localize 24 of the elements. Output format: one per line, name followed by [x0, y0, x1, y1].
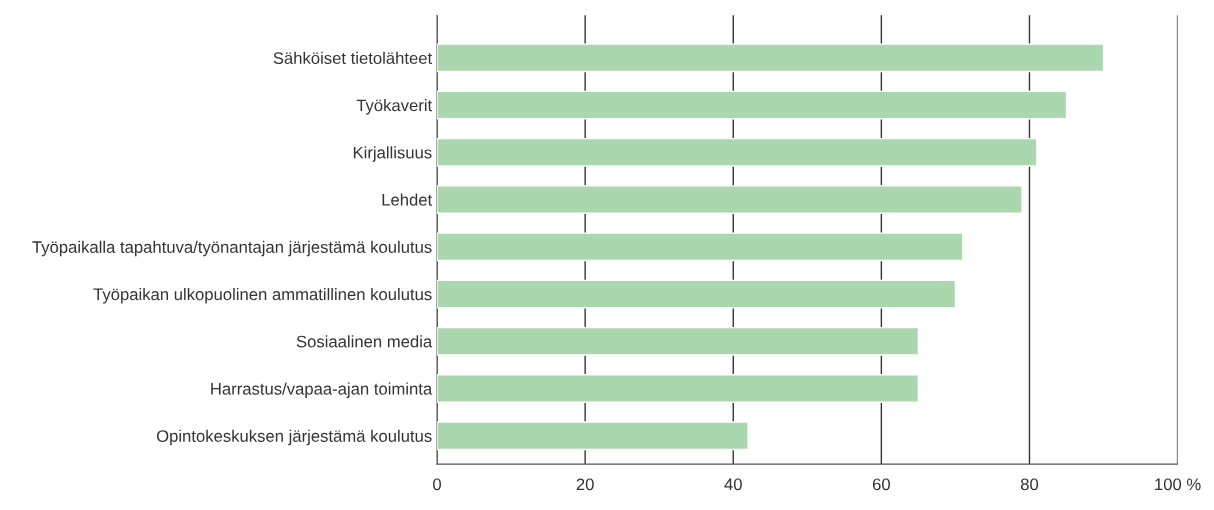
y-tick-label: Opintokeskuksen järjestämä koulutus [156, 429, 432, 446]
y-tick-label: Sähköiset tietolähteet [273, 51, 433, 65]
bar [437, 43, 1105, 73]
y-tick-label: Työkaverit [356, 99, 433, 115]
x-tick-label: 80 [1020, 478, 1039, 491]
bar [437, 90, 1068, 120]
y-tick-label: Kirjallisuus [353, 146, 432, 162]
x-tick-label: 20 [576, 478, 594, 491]
x-tick-label: 0 [433, 478, 442, 491]
bar [437, 137, 1038, 167]
y-tick-label: Sosiaalinen media [296, 335, 433, 348]
x-tick-label: 100 % [1155, 478, 1201, 491]
bar [437, 374, 920, 403]
bar [437, 279, 957, 309]
bar [437, 421, 749, 451]
y-tick-label: Työpaikalla tapahtuva/työnantajan järjestämä koulutus [32, 240, 432, 257]
y-tick-label: Harrastus/vapaa-ajan toiminta [211, 382, 433, 399]
bar [437, 232, 964, 262]
y-tick-label: Työpaikan ulkopuolinen ammatillinen koulutus [93, 287, 432, 304]
y-tick-label: Lehdet [382, 193, 433, 206]
x-tick-label: 40 [724, 478, 742, 491]
bar [437, 185, 1023, 214]
bar [437, 326, 920, 356]
x-tick-label: 60 [872, 478, 890, 491]
